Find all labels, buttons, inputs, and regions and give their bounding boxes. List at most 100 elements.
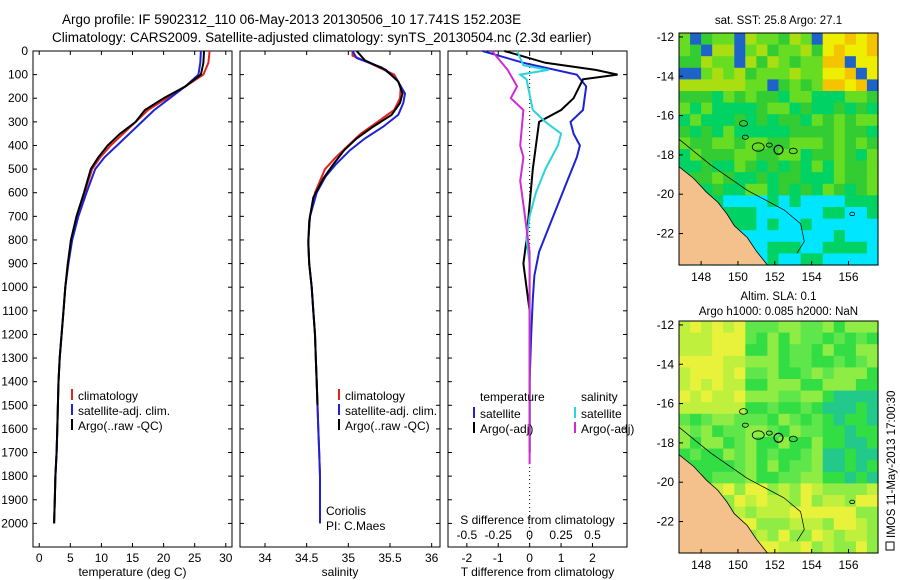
sla_map-cell <box>866 437 879 450</box>
sst_map-cell <box>778 137 791 150</box>
sla_map-cell <box>789 448 802 461</box>
sla_map-cell <box>844 402 857 415</box>
sst_map-cell <box>833 160 846 173</box>
sst_map-cell <box>844 195 857 208</box>
sst_map-cell <box>822 44 835 57</box>
sla_map-cell <box>789 541 802 554</box>
sla_map-cell <box>690 460 702 473</box>
sla_map-cell <box>679 448 691 461</box>
sla_map-cell <box>723 437 735 450</box>
sla_map-cell <box>855 425 868 438</box>
sla_map-cell <box>778 460 791 473</box>
sla_map-cell <box>767 518 780 531</box>
sst_map-cell <box>822 79 835 92</box>
sla_map-cell <box>789 379 802 392</box>
sst_map-cell <box>745 79 757 92</box>
sla_map-cell <box>789 390 802 403</box>
sst_map-cell <box>778 207 791 220</box>
sst_map-cell <box>811 195 824 208</box>
sst_map-cell <box>800 172 813 185</box>
sla_map-cell <box>833 529 846 542</box>
sla_map-cell <box>800 332 813 345</box>
sla_map-cell <box>690 332 702 345</box>
sla_map-cell <box>789 367 802 380</box>
sla_map-cell <box>701 402 713 415</box>
sst_map-cell <box>789 149 802 162</box>
sst_map-cell <box>734 67 746 80</box>
sst_map-cell <box>855 56 868 69</box>
sst_map-cell <box>844 91 857 104</box>
temperature-chart: 0 5 10 15 20 25 30 temperature (deg C) 0 100 200 30… <box>1 44 232 579</box>
sla_map-cell <box>767 321 780 334</box>
sst_map-cell <box>767 218 780 231</box>
sst_map-cell <box>866 33 879 46</box>
sla_map-cell <box>767 390 780 403</box>
sst_map-cell <box>745 67 757 80</box>
sla_map-cell <box>756 529 769 542</box>
temperature-xtick-label: 5 <box>67 551 74 565</box>
sst_map-cell <box>789 172 802 185</box>
sst_map-cell <box>712 56 724 69</box>
difference-xtick-label: 1 <box>558 551 565 565</box>
sst_map-cell <box>811 183 824 196</box>
sst_map-cell <box>844 67 857 80</box>
sla_map-cell <box>756 495 769 508</box>
sst_map-cell <box>811 218 824 231</box>
sla_map-cell <box>767 355 780 368</box>
sst_map-cell <box>767 125 780 138</box>
sla_map-cell <box>866 332 879 345</box>
sla_map-cell <box>866 506 879 519</box>
sst_map-cell <box>822 218 835 231</box>
sst_map-ytick-label: -18 <box>657 148 675 162</box>
sla_map-cell <box>800 379 813 392</box>
salinity-xlabel: salinity <box>322 565 359 579</box>
sst_map-cell <box>866 183 879 196</box>
sst_map-cell <box>844 149 857 162</box>
sst_map-cell <box>833 56 846 69</box>
sst_map-cell <box>712 183 724 196</box>
sla_map-cell <box>778 355 791 368</box>
sla_map-cell <box>866 541 879 554</box>
sla_map-cell <box>778 413 791 426</box>
sla_map-cell <box>679 413 691 426</box>
sla_map-cell <box>833 506 846 519</box>
sst_map-cell <box>679 125 691 138</box>
sst_map-cell <box>723 195 735 208</box>
sst_map-cell <box>778 218 791 231</box>
sla_map-cell <box>679 437 691 450</box>
sst_map-cell <box>767 230 780 243</box>
sst_map-cell <box>701 172 713 185</box>
sla_map-cell <box>723 460 735 473</box>
sla_map-cell <box>756 390 769 403</box>
sst_map-cell <box>723 102 735 115</box>
sla_map-cell <box>734 471 746 484</box>
sla_map-cell <box>778 541 791 554</box>
sst_map-cell <box>789 56 802 69</box>
sla_map-cell <box>811 471 824 484</box>
sla_map-cell <box>800 471 813 484</box>
sla_map-cell <box>822 425 835 438</box>
sla_map-cell <box>844 379 857 392</box>
sla_map-cell <box>690 437 702 450</box>
sla_map-cell <box>723 483 735 496</box>
sst_map-cell <box>745 44 757 57</box>
sst_map-xtick-label: 156 <box>839 270 859 284</box>
sla_map-cell <box>789 471 802 484</box>
sst_map-cell <box>712 172 724 185</box>
sla_map-cell <box>679 332 691 345</box>
sla_map-cell <box>679 355 691 368</box>
sst_map-frame <box>678 32 879 266</box>
sla_map-cell <box>800 437 813 450</box>
sla_map-cell <box>756 379 769 392</box>
salinity-chart: 34 34.5 35 35.5 36 salinity climatologysatelli… <box>239 50 441 579</box>
sst_map-cell <box>866 44 879 57</box>
sla_map-cell <box>833 402 846 415</box>
sst_map-cell <box>723 33 735 46</box>
side-label-box: IMOS 11-May-2013 17:00:30 <box>885 391 898 551</box>
sst_map-cell <box>811 67 824 80</box>
sla_map-cell <box>800 483 813 496</box>
sst_map-cell <box>833 79 846 92</box>
sla_map-cell <box>855 483 868 496</box>
temperature-xtick-label: 15 <box>126 551 140 565</box>
sla_map-cell <box>855 529 868 542</box>
